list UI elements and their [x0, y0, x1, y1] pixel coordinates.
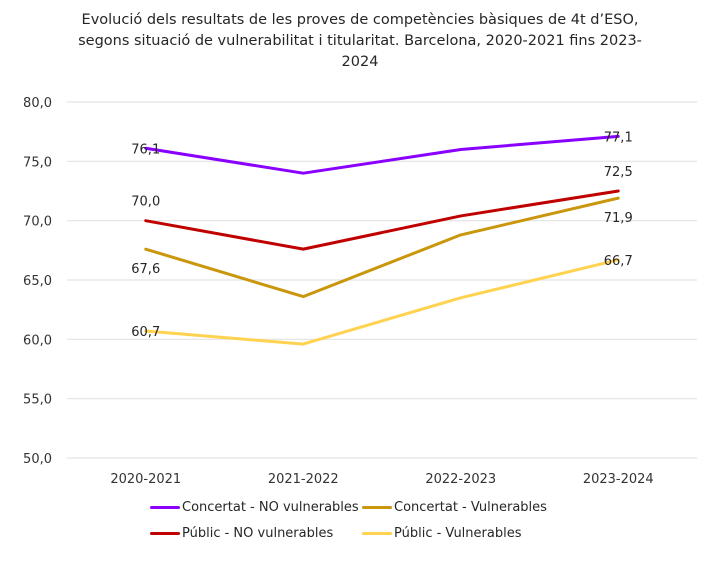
series-line — [144, 189, 620, 251]
y-tick-label: 60,0 — [23, 333, 52, 348]
legend-swatch — [362, 506, 392, 509]
legend-label: Concertat - Vulnerables — [394, 500, 547, 515]
gridlines — [67, 101, 697, 459]
data-label: 76,1 — [131, 142, 160, 157]
data-label: 70,0 — [131, 195, 160, 210]
series-line — [144, 196, 620, 299]
legend-label: Públic - Vulnerables — [394, 526, 522, 541]
x-axis: 2020-2021 2021-2022 2022-2023 2023-2024 — [110, 472, 653, 487]
y-tick-label: 70,0 — [23, 215, 52, 230]
x-tick-label: 2023-2024 — [583, 472, 654, 487]
y-tick-label: 65,0 — [23, 274, 52, 289]
legend-swatch — [362, 532, 392, 535]
y-tick-label: 55,0 — [23, 393, 52, 408]
legend-swatch — [150, 506, 180, 509]
y-tick-label: 50,0 — [23, 452, 52, 467]
x-tick-label: 2020-2021 — [110, 472, 181, 487]
y-tick-label: 75,0 — [23, 155, 52, 170]
series-lines — [144, 134, 620, 346]
legend-item: Concertat - Vulnerables — [362, 500, 547, 515]
legend-item: Concertat - NO vulnerables — [150, 500, 359, 515]
chart-title: Evolució dels resultats de les proves de… — [78, 12, 642, 70]
series-line — [144, 258, 620, 346]
legend-item: Públic - Vulnerables — [362, 526, 521, 541]
data-label: 67,6 — [131, 262, 160, 277]
legend-swatch — [150, 532, 180, 535]
y-axis: 50,0 55,0 60,0 65,0 70,0 75,0 80,0 — [23, 96, 52, 467]
data-label: 66,7 — [604, 254, 633, 269]
data-labels: 76,1 77,1 67,6 71,9 70,0 72,5 60,7 66,7 — [131, 130, 632, 340]
legend-label: Públic - NO vulnerables — [182, 526, 334, 541]
data-label: 72,5 — [604, 165, 633, 180]
data-label: 60,7 — [131, 325, 160, 340]
legend-item: Públic - NO vulnerables — [150, 526, 333, 541]
data-label: 77,1 — [604, 130, 633, 145]
y-tick-label: 80,0 — [23, 96, 52, 111]
data-label: 71,9 — [604, 211, 633, 226]
series-line — [144, 134, 620, 175]
legend-label: Concertat - NO vulnerables — [182, 500, 359, 515]
x-tick-label: 2022-2023 — [425, 472, 496, 487]
x-tick-label: 2021-2022 — [268, 472, 339, 487]
